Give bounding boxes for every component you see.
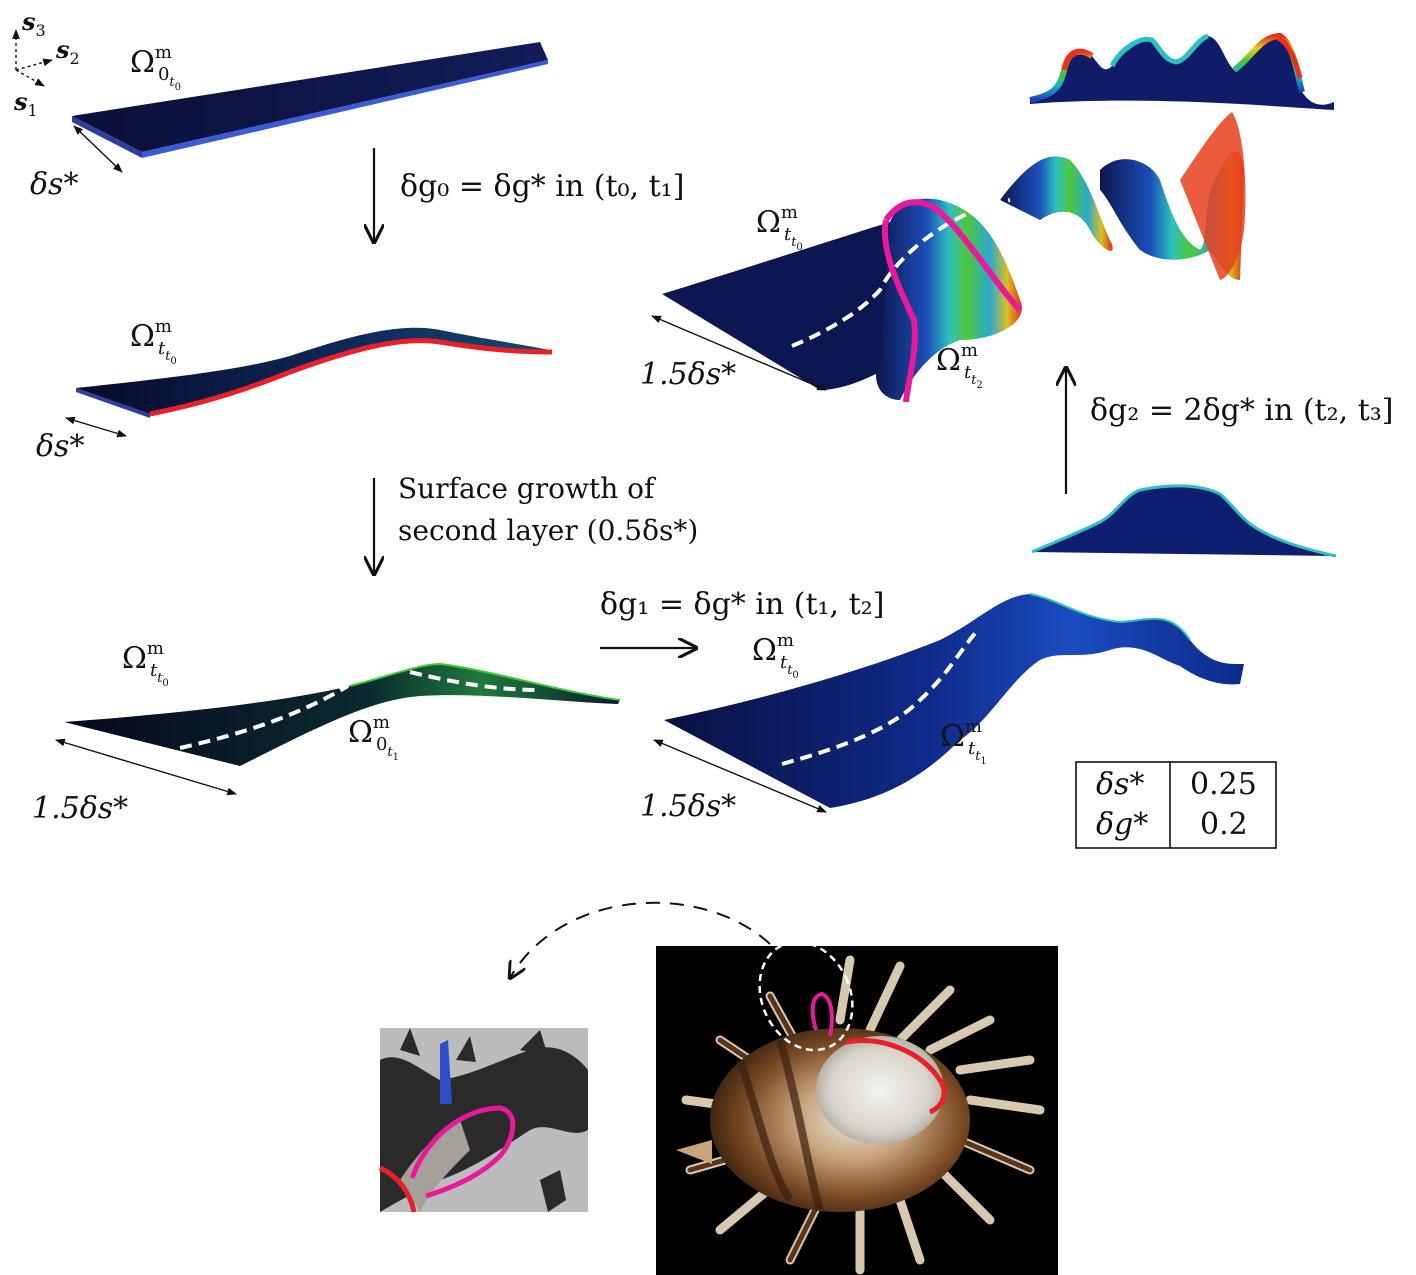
helical-sheet [662,112,1246,403]
axis-s3-label: s [21,7,36,36]
omega-t-t2-label: Ωm tt2 [936,340,983,391]
omega-t-t1-label: Ωm tt1 [940,716,987,767]
two-layer-sheet [64,662,621,766]
table-row-param: δs* [1096,767,1144,802]
omega-0-t0-label: Ωm 0t0 [130,42,181,93]
shell-red-curve [845,1038,947,1115]
svg-text:s1: s1 [13,87,38,120]
growth-label-line1: Surface growth of [398,472,657,505]
zoom-arrow [510,901,771,978]
svg-text:s2: s2 [55,35,80,68]
omega-t-t0-label-2: Ωm tt0 [130,316,177,367]
width-arrow-3 [55,738,237,796]
inset-blue-marker [440,1040,452,1104]
width-label-4: 1.5δs* [640,789,736,824]
inset-red-curve [378,1165,417,1213]
table-row-value: 0.2 [1200,807,1248,842]
width-label-5: 1.5δs* [640,357,736,392]
shell-photo [656,940,1058,1275]
magenta-growth-curve [881,199,1023,403]
red-growth-curve [149,338,553,417]
omega-t-t0-label-4: Ωm tt0 [752,630,799,681]
table-row-param: δg* [1096,807,1148,842]
table-row-value: 0.25 [1190,767,1257,802]
cross-section-2 [1029,32,1334,110]
axis-s2-label: s [55,35,70,64]
shell-highlight-ellipse [758,940,854,1052]
width-label-3: 1.5δs* [32,791,128,826]
axis-s2-sub: 2 [70,49,80,68]
step1-label: δg₁ = δg* in (t₁, t₂] [600,587,884,622]
shell-magenta-curve [810,991,834,1037]
growth-label-line2: second layer (0.5δs*) [398,514,698,547]
axis-s1-label: s [13,87,28,116]
axis-s3-sub: 3 [36,21,46,40]
bent-sheet [76,327,553,418]
width-arrow-1 [73,125,123,173]
inset-photo [378,1028,588,1213]
omega-0-t1-label: Ωm 0t1 [348,712,399,763]
cross-section-1 [1031,484,1337,558]
inset-magenta-curve [409,1105,516,1199]
step0-label: δg₀ = δg* in (t₀, t₁] [400,169,684,204]
width-arrow-4 [653,739,827,813]
width-label-1: δs* [30,167,78,202]
width-label-2: δs* [36,429,84,464]
width-arrow-5 [651,315,827,391]
svg-text:s3: s3 [21,7,46,40]
width-arrow-2 [65,416,127,438]
omega-t-t0-label-3: Ωm tt0 [122,638,169,689]
axes-triad: s3 s2 s1 [12,7,80,120]
axis-s1-sub: 1 [28,101,38,120]
omega-t-t0-label-5: Ωm tt0 [756,202,803,253]
parameter-table: δs* 0.25 δg* 0.2 [1075,761,1277,849]
step2-label: δg₂ = 2δg* in (t₂, t₃] [1090,393,1394,428]
